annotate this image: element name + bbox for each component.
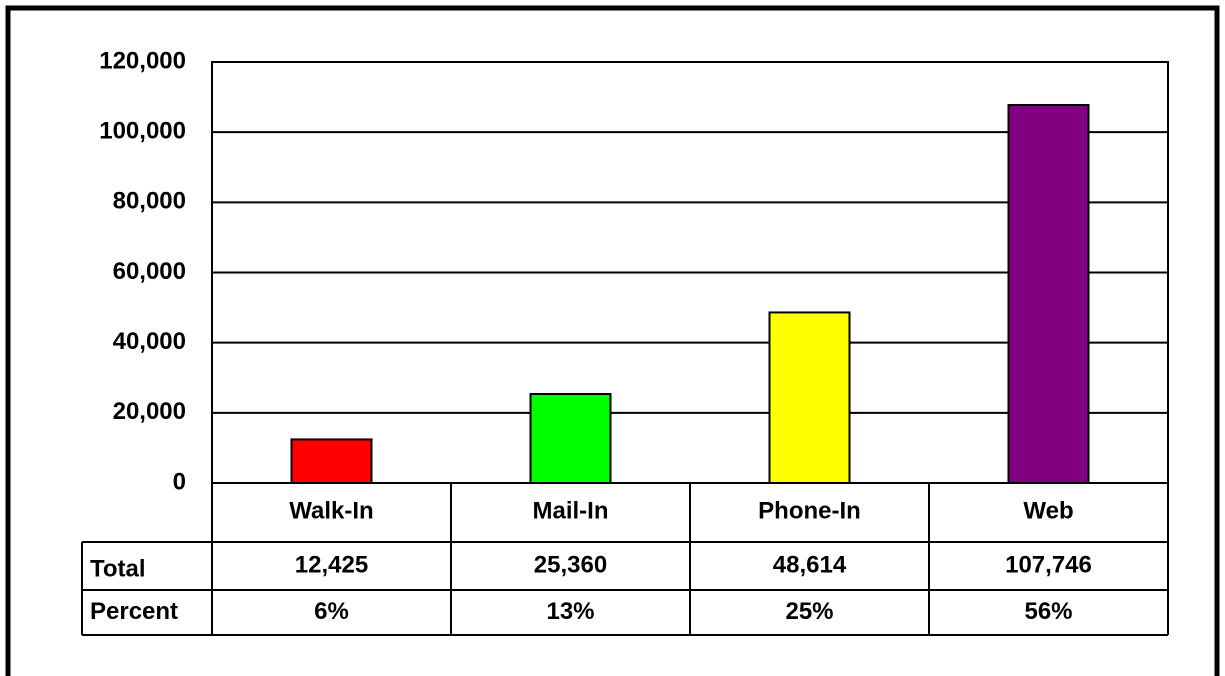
y-tick-label: 80,000 (113, 188, 186, 215)
x-tick-label: Phone-In (758, 497, 861, 524)
table-value: 25,360 (534, 551, 607, 578)
table-value: 12,425 (295, 551, 368, 578)
table-value: 48,614 (773, 551, 847, 578)
row-label: Total (90, 555, 146, 582)
y-tick-label: 100,000 (99, 118, 186, 145)
y-tick-label: 0 (173, 468, 186, 495)
bar (768, 311, 851, 485)
table-value: 56% (1024, 598, 1072, 625)
frame (5, 5, 1220, 676)
x-tick-label: Walk-In (289, 497, 373, 524)
table-value: 6% (314, 598, 349, 625)
x-tick-label: Web (1023, 497, 1073, 524)
bar (529, 393, 612, 484)
y-tick-label: 40,000 (113, 328, 186, 355)
y-tick-label: 120,000 (99, 47, 186, 74)
y-tick-label: 60,000 (113, 258, 186, 285)
table-value: 13% (546, 598, 594, 625)
y-tick-label: 20,000 (113, 398, 186, 425)
table-value: 25% (785, 598, 833, 625)
table-value: 107,746 (1005, 551, 1092, 578)
bar (290, 438, 373, 485)
bar (1007, 103, 1090, 484)
row-label: Percent (90, 598, 178, 625)
x-tick-label: Mail-In (533, 497, 609, 524)
